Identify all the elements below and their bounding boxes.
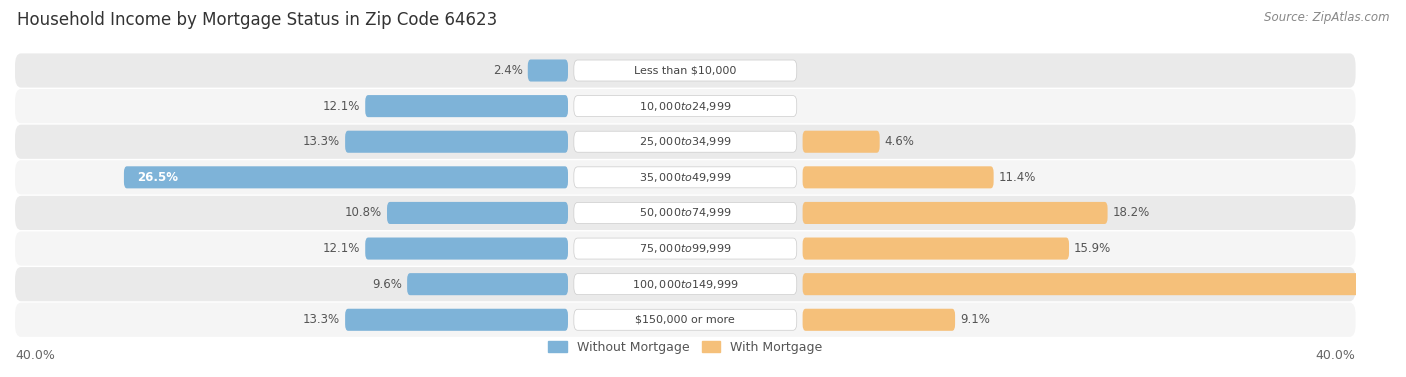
FancyBboxPatch shape xyxy=(527,60,568,81)
FancyBboxPatch shape xyxy=(574,309,797,330)
Text: 40.0%: 40.0% xyxy=(15,349,55,362)
Text: 13.3%: 13.3% xyxy=(302,135,340,148)
Text: 2.4%: 2.4% xyxy=(494,64,523,77)
FancyBboxPatch shape xyxy=(15,196,1355,230)
FancyBboxPatch shape xyxy=(574,96,797,116)
Text: 10.8%: 10.8% xyxy=(344,207,382,219)
Text: 9.1%: 9.1% xyxy=(960,313,990,326)
Text: $10,000 to $24,999: $10,000 to $24,999 xyxy=(640,100,731,113)
Legend: Without Mortgage, With Mortgage: Without Mortgage, With Mortgage xyxy=(543,336,828,359)
Text: 11.4%: 11.4% xyxy=(998,171,1036,184)
Text: 9.6%: 9.6% xyxy=(373,278,402,291)
FancyBboxPatch shape xyxy=(574,131,797,152)
FancyBboxPatch shape xyxy=(574,167,797,188)
FancyBboxPatch shape xyxy=(366,95,568,117)
Text: 12.1%: 12.1% xyxy=(323,100,360,113)
FancyBboxPatch shape xyxy=(344,309,568,331)
Text: $35,000 to $49,999: $35,000 to $49,999 xyxy=(640,171,731,184)
FancyBboxPatch shape xyxy=(574,202,797,224)
Text: 12.1%: 12.1% xyxy=(323,242,360,255)
FancyBboxPatch shape xyxy=(803,131,880,153)
FancyBboxPatch shape xyxy=(803,238,1069,260)
Text: $150,000 or more: $150,000 or more xyxy=(636,315,735,325)
FancyBboxPatch shape xyxy=(366,238,568,260)
Text: Less than $10,000: Less than $10,000 xyxy=(634,66,737,75)
Text: 36.4%: 36.4% xyxy=(1358,278,1399,291)
FancyBboxPatch shape xyxy=(15,89,1355,123)
FancyBboxPatch shape xyxy=(344,131,568,153)
Text: $100,000 to $149,999: $100,000 to $149,999 xyxy=(631,278,738,291)
Text: 15.9%: 15.9% xyxy=(1074,242,1111,255)
FancyBboxPatch shape xyxy=(408,273,568,295)
Text: 13.3%: 13.3% xyxy=(302,313,340,326)
FancyBboxPatch shape xyxy=(124,166,568,188)
Text: $50,000 to $74,999: $50,000 to $74,999 xyxy=(640,207,731,219)
FancyBboxPatch shape xyxy=(803,309,955,331)
FancyBboxPatch shape xyxy=(574,238,797,259)
Text: Household Income by Mortgage Status in Zip Code 64623: Household Income by Mortgage Status in Z… xyxy=(17,11,498,29)
Text: 26.5%: 26.5% xyxy=(138,171,179,184)
FancyBboxPatch shape xyxy=(15,160,1355,195)
FancyBboxPatch shape xyxy=(803,273,1406,295)
Text: $75,000 to $99,999: $75,000 to $99,999 xyxy=(640,242,731,255)
Text: 40.0%: 40.0% xyxy=(1316,349,1355,362)
FancyBboxPatch shape xyxy=(803,166,994,188)
FancyBboxPatch shape xyxy=(574,60,797,81)
FancyBboxPatch shape xyxy=(15,54,1355,87)
FancyBboxPatch shape xyxy=(574,274,797,295)
FancyBboxPatch shape xyxy=(15,303,1355,337)
Text: 18.2%: 18.2% xyxy=(1112,207,1150,219)
Text: Source: ZipAtlas.com: Source: ZipAtlas.com xyxy=(1264,11,1389,24)
FancyBboxPatch shape xyxy=(15,267,1355,301)
Text: $25,000 to $34,999: $25,000 to $34,999 xyxy=(640,135,731,148)
FancyBboxPatch shape xyxy=(15,125,1355,159)
Text: 4.6%: 4.6% xyxy=(884,135,914,148)
FancyBboxPatch shape xyxy=(803,202,1108,224)
FancyBboxPatch shape xyxy=(15,231,1355,266)
FancyBboxPatch shape xyxy=(387,202,568,224)
